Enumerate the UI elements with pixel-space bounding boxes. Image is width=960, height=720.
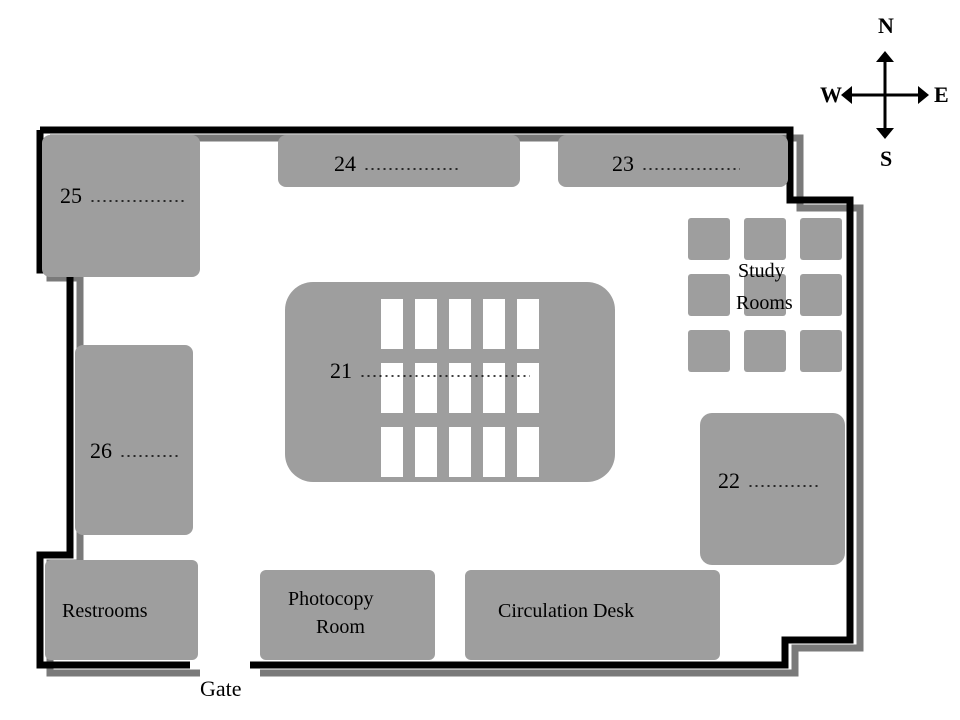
center-slot [517,363,539,413]
compass-head-w [841,86,852,104]
compass-e: E [934,82,949,108]
floor-plan-diagram: N S W E 25 24 23 26 21 22 Study Rooms Restrooms Photo… [0,0,960,720]
study-room-cell [688,330,730,372]
label-study-1: Study [738,260,785,283]
label-26: 26 [90,438,112,464]
compass-head-s [876,128,894,139]
center-slot [483,363,505,413]
label-study-2: Rooms [736,292,793,315]
study-room-cell [744,330,786,372]
study-room-cell [800,218,842,260]
center-slot [415,299,437,349]
compass-n: N [878,13,894,39]
center-slot [449,299,471,349]
center-slot [415,427,437,477]
study-room-cell [744,218,786,260]
study-room-cell [688,274,730,316]
study-room-cell [800,274,842,316]
photocopy-room [260,570,435,660]
room-23 [558,135,788,187]
label-photocopy-1: Photocopy [288,588,374,611]
center-slot [381,363,403,413]
center-slot [483,427,505,477]
center-slot [517,427,539,477]
label-circulation-desk: Circulation Desk [498,600,634,623]
center-slot [381,427,403,477]
study-room-cell [800,330,842,372]
label-photocopy-2: Room [316,616,365,639]
study-room-cell [688,218,730,260]
center-slot [449,363,471,413]
center-slot [517,299,539,349]
label-gate: Gate [200,676,242,702]
compass-head-e [918,86,929,104]
center-slot [483,299,505,349]
center-slot [449,427,471,477]
compass-s: S [880,146,892,172]
label-22: 22 [718,468,740,494]
label-23: 23 [612,151,634,177]
label-24: 24 [334,151,356,177]
label-restrooms: Restrooms [62,600,148,623]
room-24 [278,135,520,187]
center-slot [415,363,437,413]
label-25: 25 [60,183,82,209]
compass-head-n [876,51,894,62]
center-slot [381,299,403,349]
label-21: 21 [330,358,352,384]
compass-w: W [820,82,842,108]
